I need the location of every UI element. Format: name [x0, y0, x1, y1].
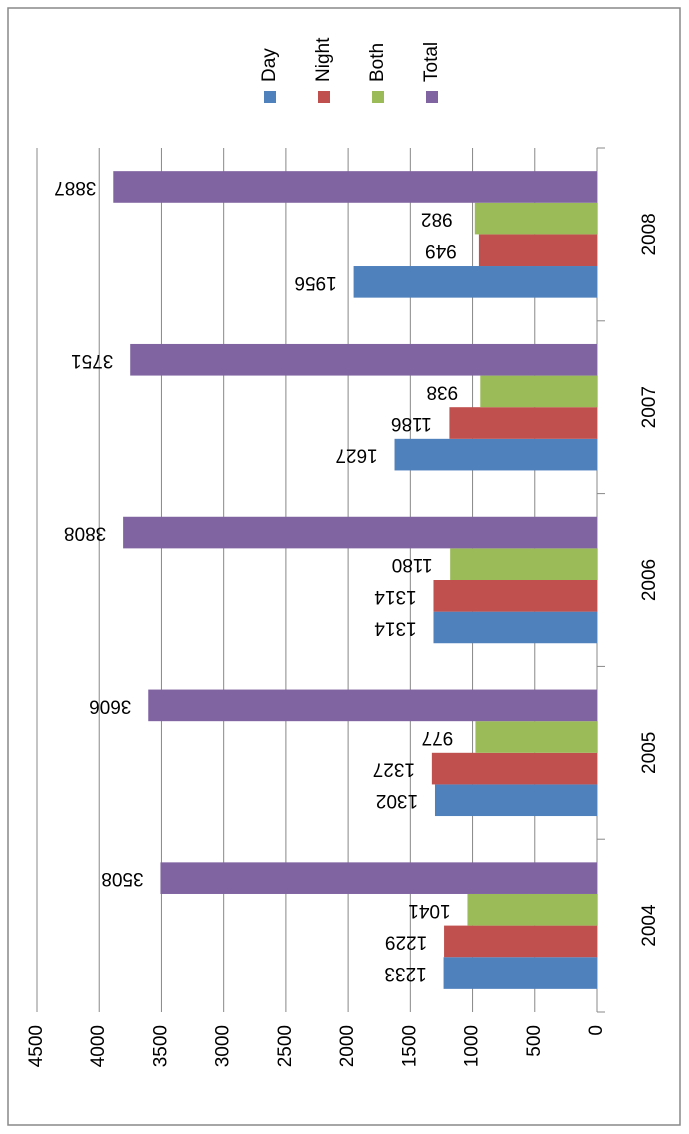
data-label: 949	[425, 240, 457, 261]
data-label: 3808	[64, 523, 106, 544]
data-label: 1314	[374, 586, 417, 607]
y-tick-label: 3000	[213, 1025, 234, 1067]
data-label: 982	[421, 209, 453, 230]
y-tick-label: 2500	[275, 1025, 296, 1067]
bar	[113, 171, 597, 203]
y-tick-label: 500	[524, 1025, 545, 1057]
x-tick-label: 2008	[639, 213, 660, 255]
data-label: 1314	[374, 617, 417, 638]
legend-label: Night	[313, 37, 334, 82]
bar	[475, 721, 597, 753]
bar	[444, 925, 597, 958]
data-label: 1302	[376, 790, 418, 811]
data-label: 1627	[335, 445, 377, 466]
bar	[434, 784, 597, 817]
legend-swatch	[426, 91, 438, 103]
y-tick-label: 4500	[26, 1025, 47, 1067]
bar	[160, 862, 597, 894]
bar	[450, 548, 597, 580]
x-tick-label: 2007	[639, 386, 660, 428]
legend-swatch	[318, 91, 330, 103]
bar	[478, 234, 597, 267]
data-label: 1186	[391, 413, 432, 434]
data-label: 1041	[408, 900, 450, 921]
legend-label: Day	[259, 48, 280, 82]
bar	[467, 893, 597, 926]
data-label: 1180	[392, 554, 433, 575]
bar	[130, 343, 597, 376]
bar	[480, 375, 597, 408]
data-label: 1327	[373, 759, 415, 780]
bar	[123, 516, 598, 549]
data-label: 1956	[294, 272, 336, 293]
legend-swatch	[372, 91, 384, 103]
data-label: 3887	[54, 177, 96, 198]
y-tick-label: 1500	[399, 1025, 420, 1067]
data-label: 1233	[384, 963, 426, 984]
bar	[148, 689, 597, 722]
y-tick-label: 4000	[88, 1025, 109, 1067]
data-label: 938	[426, 381, 458, 402]
bar	[433, 611, 597, 644]
bar	[433, 580, 597, 612]
x-tick-label: 2006	[639, 559, 660, 601]
legend-label: Both	[367, 43, 388, 82]
data-label: 3751	[71, 350, 113, 371]
bar	[353, 266, 597, 298]
data-label: 1229	[385, 931, 427, 952]
y-tick-label: 1000	[462, 1025, 483, 1067]
y-tick-label: 0	[586, 1025, 607, 1036]
legend-swatch	[264, 91, 276, 103]
legend-label: Total	[421, 42, 442, 82]
data-label: 3606	[89, 695, 131, 716]
y-tick-label: 2000	[337, 1025, 358, 1067]
x-tick-label: 2005	[639, 732, 660, 774]
data-label: 977	[422, 727, 454, 748]
bar	[474, 202, 597, 235]
bar	[394, 438, 597, 471]
bar	[449, 407, 597, 439]
data-label: 3508	[101, 868, 143, 889]
bar	[431, 752, 597, 785]
x-tick-label: 2004	[639, 904, 660, 947]
bar	[443, 957, 597, 989]
y-tick-label: 3500	[150, 1025, 171, 1067]
